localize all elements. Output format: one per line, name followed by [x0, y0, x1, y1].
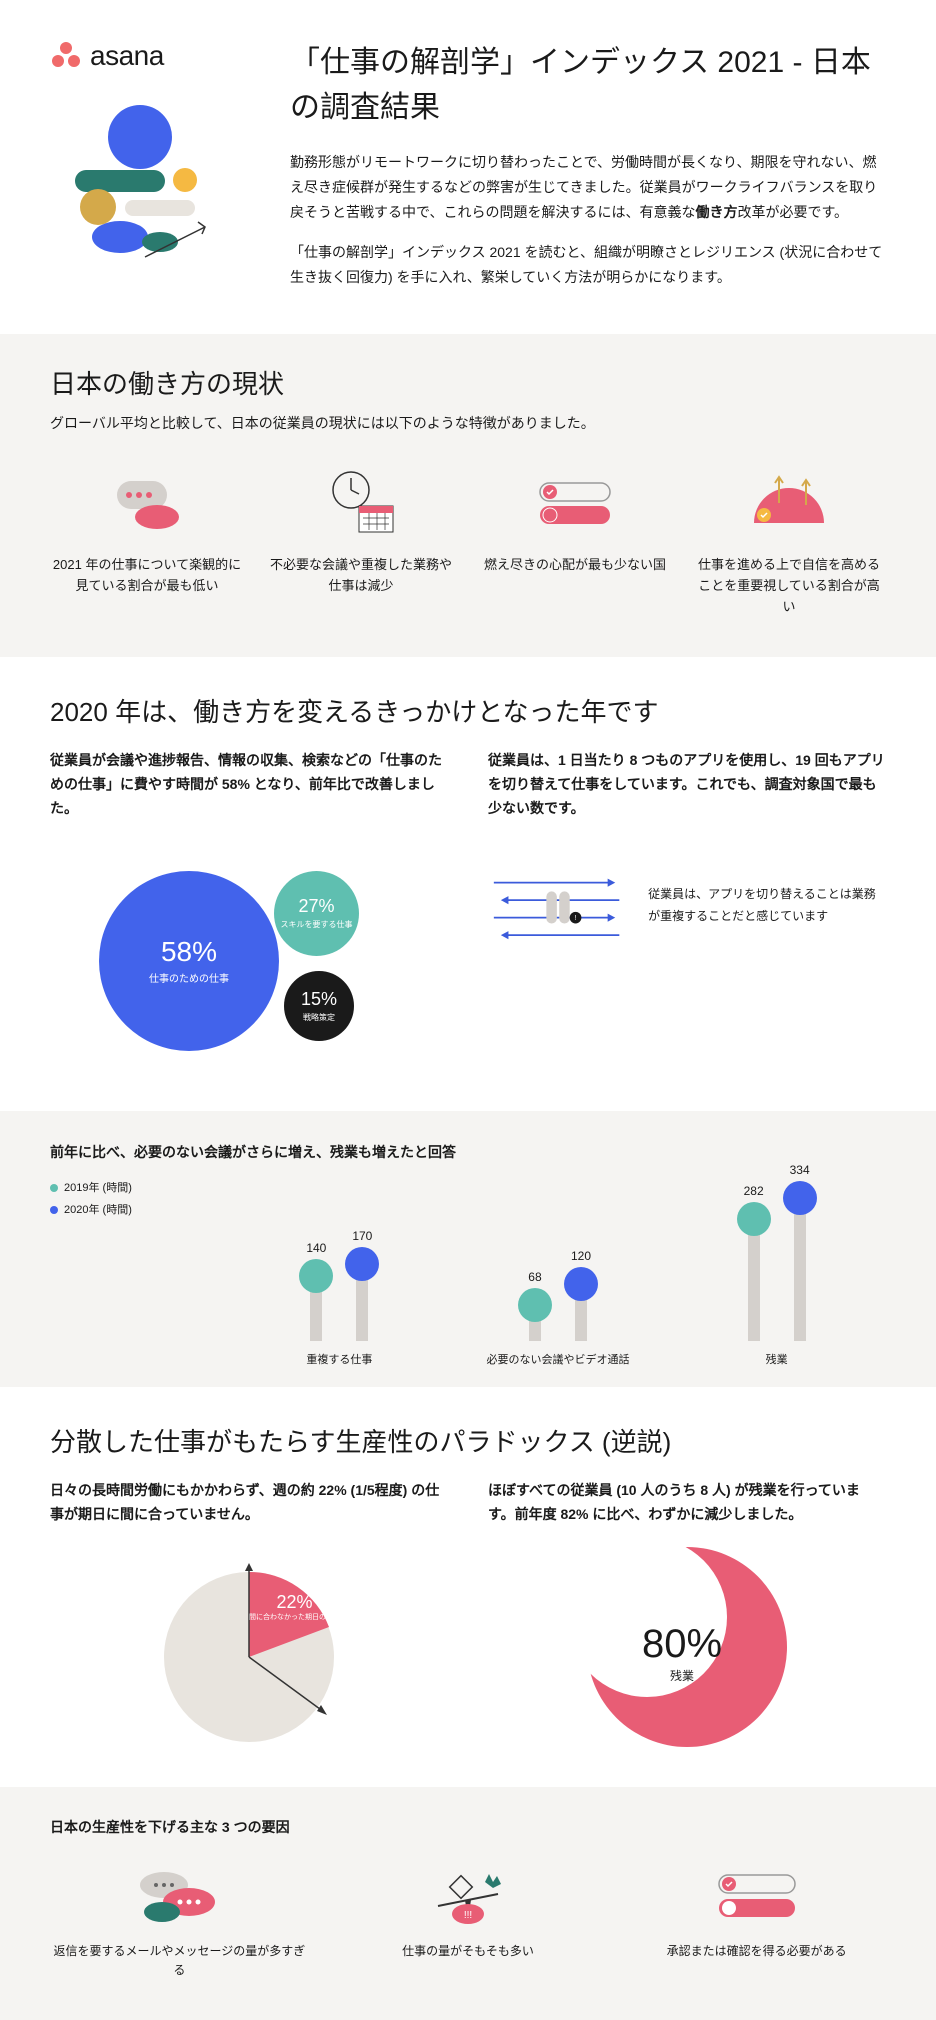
- bar-labels: 重複する仕事 必要のない会議やビデオ通話 残業: [230, 1341, 886, 1367]
- main-title: 「仕事の解剖学」インデックス 2021 - 日本の調査結果: [290, 40, 886, 130]
- bubble-chart: 58%仕事のための仕事27%スキルを要する仕事 15%戦略策定: [89, 841, 409, 1081]
- factors-row: 返信を要するメールやメッセージの量が多すぎる !!! 仕事の量がそもそも多い 承…: [50, 1862, 886, 1980]
- factors-section: 日本の生産性を下げる主な 3 つの要因 返信を要するメールやメッセージの量が多す…: [0, 1787, 936, 2020]
- status-title: 日本の働き方の現状: [50, 364, 886, 401]
- right-col: 従業員は、1 日当たり 8 つものアプリを使用し、19 回もアプリを切り替えて仕…: [488, 749, 886, 1080]
- clock-calendar-icon: [264, 463, 458, 543]
- header-section: asana 「仕事の解剖学」インデックス 2021 - 日本の調査結果 勤務形態…: [0, 0, 936, 334]
- status-items-row: 2021 年の仕事について楽観的に見ている割合が最も低い 不必要な会議や重複した…: [50, 463, 886, 617]
- logo-column: asana: [50, 40, 250, 304]
- bar-group-label: 残業: [697, 1351, 857, 1367]
- paradox-right-text: ほぼすべての従業員 (10 人のうち 8 人) が残業を行っています。前年度 8…: [488, 1479, 886, 1527]
- year2020-title: 2020 年は、働き方を変えるきっかけとなった年です: [50, 692, 886, 729]
- factor-text-3: 承認または確認を得る必要がある: [627, 1942, 886, 1961]
- status-text-3: 燃え尽きの心配が最も少ない国: [478, 555, 672, 576]
- factor-2: !!! 仕事の量がそもそも多い: [339, 1862, 598, 1980]
- status-section: 日本の働き方の現状 グローバル平均と比較して、日本の従業員の現状には以下のような…: [0, 334, 936, 657]
- sunrise-icon: [692, 463, 886, 543]
- bar-group: 68120: [518, 1249, 598, 1341]
- factor-text-1: 返信を要するメールやメッセージの量が多すぎる: [50, 1942, 309, 1980]
- bar-group: 140170: [299, 1229, 379, 1341]
- bar-group: 282334: [737, 1163, 817, 1341]
- svg-text:!: !: [575, 915, 577, 922]
- hero-illustration: [50, 92, 230, 292]
- balance-icon: !!!: [339, 1862, 598, 1932]
- factor-text-2: 仕事の量がそもそも多い: [339, 1942, 598, 1961]
- pie-label: 22% 間に合わなかった期日の割合: [249, 1592, 340, 1622]
- left-col-text: 従業員が会議や進捗報告、情報の収集、検索などの「仕事のための仕事」に費やす時間が…: [50, 749, 448, 820]
- paradox-right: ほぼすべての従業員 (10 人のうち 8 人) が残業を行っています。前年度 8…: [488, 1479, 886, 1757]
- year2020-section: 2020 年は、働き方を変えるきっかけとなった年です 従業員が会議や進捗報告、情…: [0, 657, 936, 1110]
- title-column: 「仕事の解剖学」インデックス 2021 - 日本の調査結果 勤務形態がリモートワ…: [290, 40, 886, 304]
- status-item-1: 2021 年の仕事について楽観的に見ている割合が最も低い: [50, 463, 244, 617]
- paradox-left-text: 日々の長時間労働にもかかわらず、週の約 22% (1/5程度) の仕事が期日に間…: [50, 1479, 448, 1527]
- factor-1: 返信を要するメールやメッセージの量が多すぎる: [50, 1862, 309, 1980]
- status-text-1: 2021 年の仕事について楽観的に見ている割合が最も低い: [50, 555, 244, 597]
- bubble-2: 15%戦略策定: [284, 971, 354, 1041]
- paradox-section: 分散した仕事がもたらす生産性のパラドックス (逆説) 日々の長時間労働にもかかわ…: [0, 1387, 936, 1787]
- bar-chart: 140170 68120 282334: [230, 1161, 886, 1341]
- logo-dots-icon: [50, 41, 82, 71]
- bar-group-label: 重複する仕事: [259, 1351, 419, 1367]
- bar-chart-section: 前年に比べ、必要のない会議がさらに増え、残業も増えたと回答 2019年 (時間)…: [0, 1111, 936, 1387]
- chat-icon: [50, 463, 244, 543]
- toggle-icon: [478, 463, 672, 543]
- bubble-0: 58%仕事のための仕事: [99, 871, 279, 1051]
- pie-chart: 22% 間に合わなかった期日の割合: [149, 1547, 349, 1747]
- crescent-pct: 80%: [642, 1622, 722, 1667]
- status-text-2: 不必要な会議や重複した業務や仕事は減少: [264, 555, 458, 597]
- status-item-2: 不必要な会議や重複した業務や仕事は減少: [264, 463, 458, 617]
- asana-logo: asana: [50, 40, 250, 72]
- factor-3: 承認または確認を得る必要がある: [627, 1862, 886, 1980]
- intro-para-1: 勤務形態がリモートワークに切り替わったことで、労働時間が長くなり、期限を守れない…: [290, 150, 886, 226]
- right-col-text: 従業員は、1 日当たり 8 つものアプリを使用し、19 回もアプリを切り替えて仕…: [488, 749, 886, 820]
- bubble-1: 27%スキルを要する仕事: [274, 871, 359, 956]
- bar-title: 前年に比べ、必要のない会議がさらに増え、残業も増えたと回答: [50, 1141, 886, 1163]
- messages-icon: [50, 1862, 309, 1932]
- left-col: 従業員が会議や進捗報告、情報の収集、検索などの「仕事のための仕事」に費やす時間が…: [50, 749, 448, 1080]
- status-subtitle: グローバル平均と比較して、日本の従業員の現状には以下のような特徴がありました。: [50, 413, 886, 433]
- bar-group-label: 必要のない会議やビデオ通話: [478, 1351, 638, 1367]
- crescent-label: 残業: [642, 1667, 722, 1684]
- status-item-3: 燃え尽きの心配が最も少ない国: [478, 463, 672, 617]
- status-item-4: 仕事を進める上で自信を高めることを重要視している割合が高い: [692, 463, 886, 617]
- arrows-diagram: !: [488, 841, 628, 971]
- arrows-note: 従業員は、アプリを切り替えることは業務が重複することだと感じています: [648, 884, 886, 927]
- logo-text: asana: [90, 40, 164, 72]
- paradox-left: 日々の長時間労働にもかかわらず、週の約 22% (1/5程度) の仕事が期日に間…: [50, 1479, 448, 1757]
- crescent-chart: 80% 残業: [587, 1547, 787, 1747]
- intro-para-2: 「仕事の解剖学」インデックス 2021 を読むと、組織が明瞭さとレジリエンス (…: [290, 240, 886, 290]
- paradox-title: 分散した仕事がもたらす生産性のパラドックス (逆説): [50, 1422, 886, 1459]
- factors-title: 日本の生産性を下げる主な 3 つの要因: [50, 1817, 886, 1837]
- toggles-icon: [627, 1862, 886, 1932]
- status-text-4: 仕事を進める上で自信を高めることを重要視している割合が高い: [692, 555, 886, 617]
